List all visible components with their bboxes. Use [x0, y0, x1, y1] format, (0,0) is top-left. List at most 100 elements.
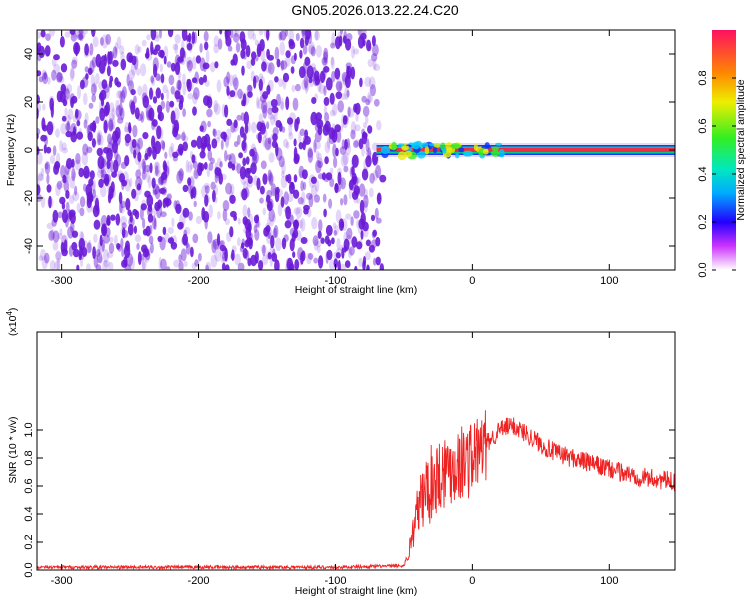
- noise-blob: [374, 207, 379, 220]
- noise-blob: [134, 234, 142, 243]
- noise-blob: [174, 43, 179, 55]
- noise-blob: [173, 107, 180, 121]
- noise-blob: [61, 142, 67, 151]
- noise-blob: [96, 130, 103, 142]
- noise-blob: [279, 101, 285, 110]
- noise-blob: [129, 256, 135, 270]
- noise-blob: [329, 177, 335, 188]
- noise-blob: [198, 252, 202, 262]
- noise-blob: [78, 167, 84, 178]
- noise-blob: [98, 107, 105, 114]
- noise-blob: [261, 99, 268, 114]
- noise-blob: [308, 30, 312, 45]
- colorbar-label: Normalized spectral amplitude: [735, 79, 747, 220]
- noise-blob: [214, 61, 219, 69]
- noise-blob: [120, 107, 125, 121]
- noise-blob: [74, 109, 82, 121]
- noise-blob: [219, 160, 223, 168]
- noise-blob: [158, 175, 164, 185]
- noise-blob: [356, 241, 363, 250]
- noise-blob: [293, 138, 297, 147]
- noise-blob: [42, 72, 47, 80]
- noise-blob: [310, 46, 316, 57]
- noise-blob: [187, 180, 192, 194]
- noise-blob: [313, 257, 319, 264]
- snr-y-ticks: 0.0 0.2 0.4 0.6 0.8 1.0: [23, 422, 675, 578]
- noise-blob: [338, 81, 343, 92]
- noise-blob: [121, 222, 127, 230]
- noise-blob: [136, 183, 142, 191]
- noise-blob: [257, 47, 261, 58]
- noise-blob: [213, 43, 220, 54]
- noise-blob: [271, 252, 278, 262]
- noise-blob: [255, 214, 260, 222]
- x-tick-label: -300: [51, 275, 73, 287]
- ridge-onset-blob: [491, 150, 500, 157]
- noise-blob: [144, 52, 150, 59]
- noise-blob: [372, 170, 379, 181]
- noise-blob: [66, 120, 71, 134]
- noise-blob: [84, 66, 89, 73]
- noise-blob: [137, 251, 142, 265]
- noise-blob: [242, 93, 247, 107]
- noise-blob: [222, 208, 228, 222]
- noise-blob: [160, 211, 167, 218]
- noise-blob: [365, 115, 369, 124]
- noise-blob: [233, 77, 239, 90]
- noise-blob: [167, 227, 174, 234]
- noise-blob: [214, 248, 222, 262]
- noise-blob: [288, 122, 293, 137]
- noise-blob: [102, 234, 110, 244]
- noise-blob: [271, 106, 279, 114]
- noise-blob: [72, 171, 76, 179]
- noise-blob: [204, 41, 209, 51]
- chart-title: GN05.2026.013.22.24.C20: [291, 2, 459, 18]
- colorbar-ticks: 0.0 0.2 0.4 0.6 0.8: [697, 70, 736, 278]
- noise-blob: [358, 183, 366, 197]
- noise-blob: [95, 264, 102, 270]
- noise-blob: [336, 237, 341, 251]
- ridge-onset-blob: [404, 150, 413, 158]
- noise-blob: [333, 229, 337, 236]
- noise-blob: [131, 55, 137, 66]
- noise-blob: [158, 111, 165, 122]
- noise-blob: [232, 53, 238, 66]
- noise-blob: [240, 49, 246, 59]
- noise-blob: [214, 184, 218, 196]
- noise-blob: [110, 187, 117, 199]
- noise-blob: [49, 154, 56, 164]
- noise-blob: [173, 259, 181, 268]
- noise-blob: [332, 103, 338, 116]
- noise-blob: [253, 225, 257, 233]
- noise-blob: [233, 32, 240, 43]
- noise-blob: [72, 248, 80, 258]
- noise-blob: [285, 263, 289, 270]
- noise-blob: [159, 63, 163, 73]
- noise-blob: [181, 236, 187, 245]
- noise-blob: [46, 222, 54, 230]
- noise-blob: [313, 139, 317, 153]
- noise-blob: [217, 211, 221, 220]
- noise-blob: [183, 260, 188, 267]
- noise-blob: [340, 220, 345, 229]
- noise-blob: [189, 151, 194, 160]
- ridge-onset-blob: [450, 143, 461, 150]
- noise-blob: [248, 237, 253, 250]
- noise-blob: [134, 155, 141, 166]
- noise-blob: [266, 48, 270, 60]
- noise-blob: [95, 116, 100, 124]
- noise-blob: [108, 118, 114, 132]
- noise-blob: [236, 114, 242, 121]
- noise-blob: [260, 76, 265, 86]
- noise-blob: [78, 32, 84, 41]
- noise-blob: [307, 148, 314, 163]
- noise-blob: [328, 259, 336, 270]
- noise-blob: [368, 244, 375, 253]
- noise-blob: [247, 257, 252, 267]
- noise-blob: [75, 108, 79, 119]
- noise-blob: [246, 84, 253, 95]
- noise-blob: [226, 85, 230, 96]
- noise-blob: [233, 214, 238, 221]
- noise-blob: [65, 189, 70, 199]
